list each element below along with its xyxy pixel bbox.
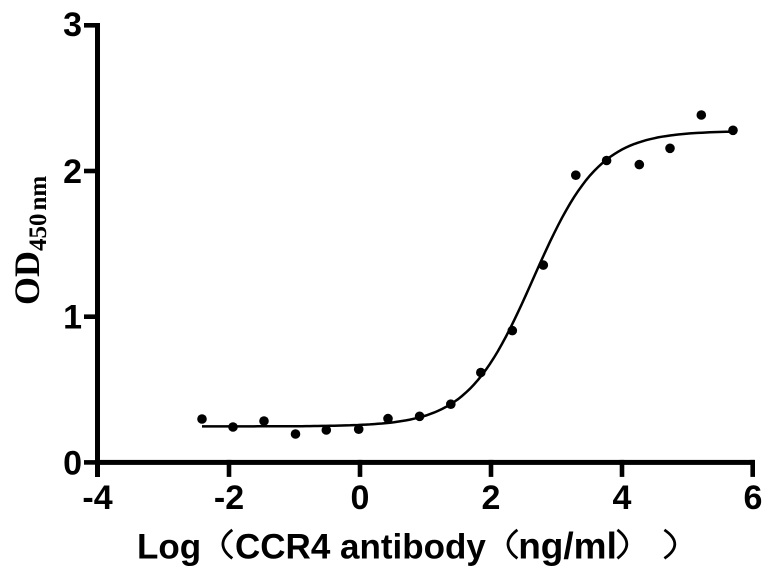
- svg-text:-2: -2: [214, 479, 244, 517]
- svg-text:OD450nm: OD450nm: [7, 176, 52, 305]
- svg-text:CCR4 antibody: CCR4 antibody: [235, 528, 486, 567]
- svg-text:Log: Log: [137, 528, 201, 567]
- svg-text:2: 2: [63, 153, 82, 191]
- svg-text:-4: -4: [82, 479, 112, 517]
- svg-text:ng/ml: ng/ml: [518, 526, 617, 567]
- svg-text:6: 6: [744, 479, 763, 517]
- svg-text:0: 0: [351, 479, 370, 517]
- svg-text:2: 2: [482, 479, 501, 517]
- svg-text:0: 0: [63, 444, 82, 482]
- svg-text:3: 3: [63, 6, 82, 44]
- svg-text:4: 4: [613, 479, 632, 517]
- svg-text:1: 1: [63, 299, 82, 337]
